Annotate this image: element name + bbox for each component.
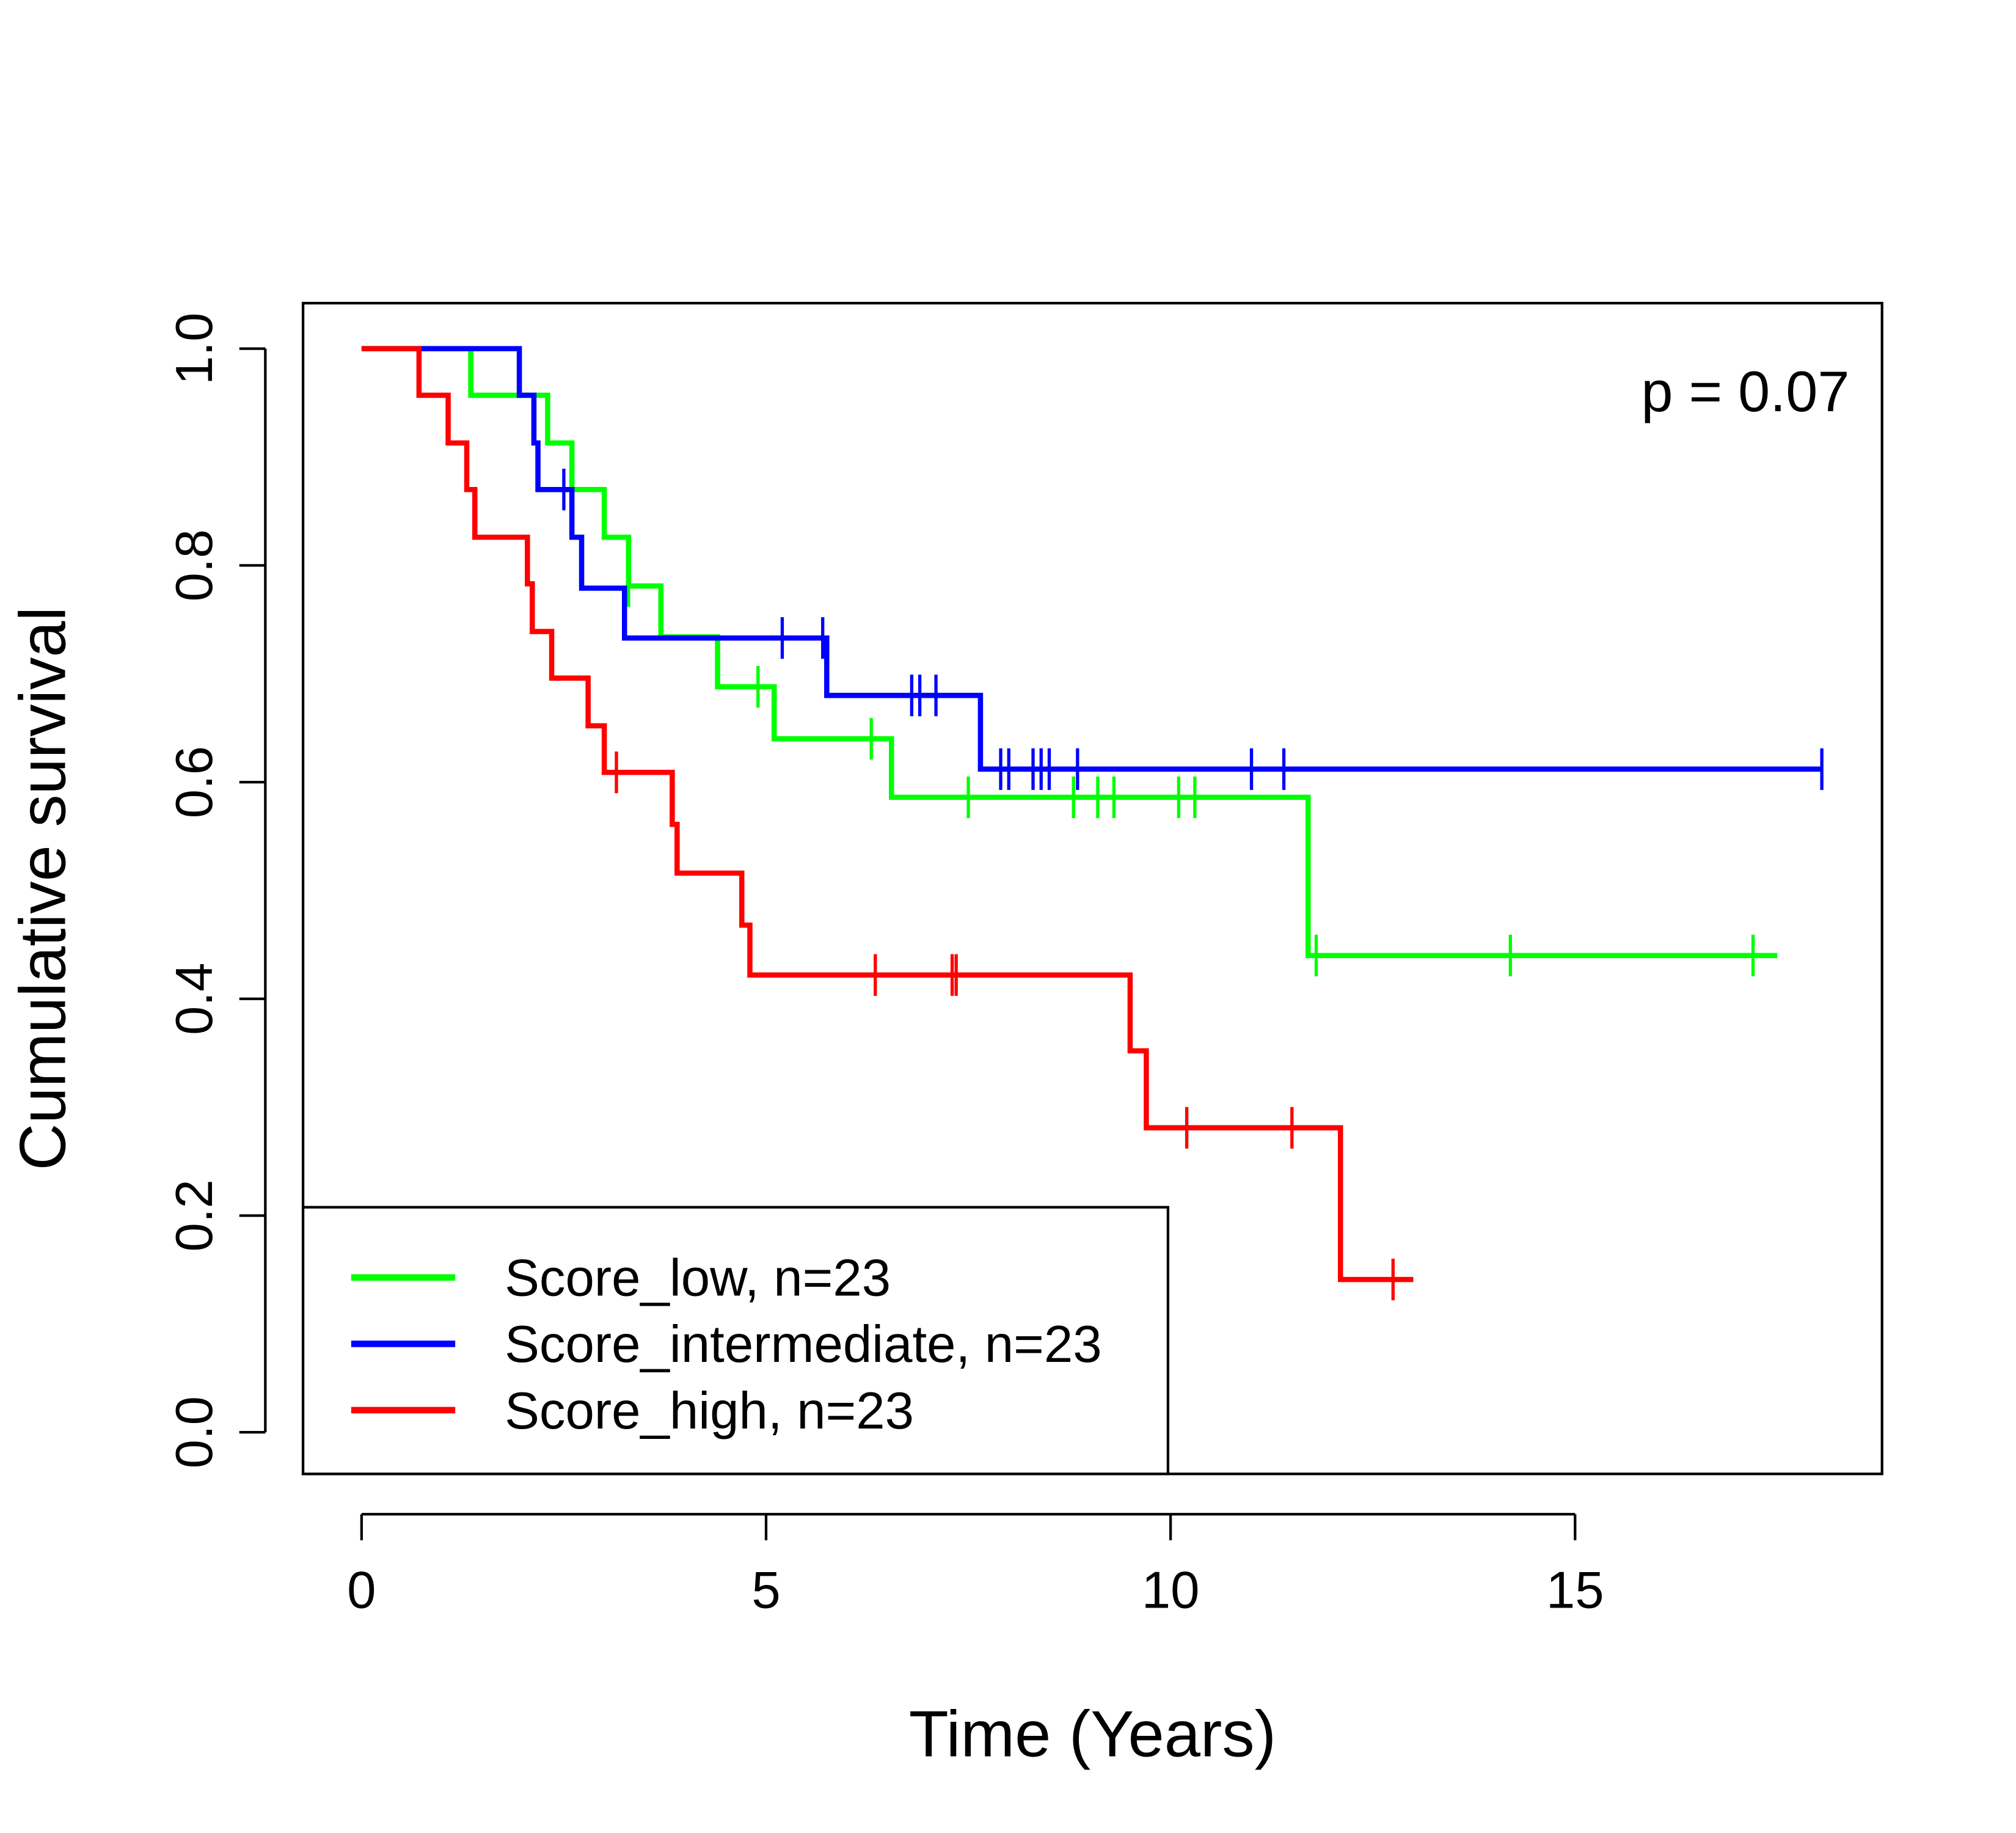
p-value-annotation: p = 0.07 [1641, 359, 1849, 423]
y-tick-label: 0.4 [166, 963, 224, 1035]
survival-curve [361, 346, 1414, 1282]
legend-label: Score_low, n=23 [505, 1249, 891, 1308]
survival-curve [361, 346, 1822, 772]
legend-label: Score_intermediate, n=23 [505, 1315, 1102, 1374]
y-tick-label: 0.0 [166, 1396, 224, 1468]
x-tick-label: 15 [1546, 1562, 1604, 1620]
y-tick-label: 1.0 [166, 312, 224, 384]
y-axis-label: Cumulative survival [6, 607, 79, 1171]
x-tick-label: 0 [347, 1562, 376, 1620]
y-tick-label: 0.6 [166, 746, 224, 818]
y-tick-label: 0.2 [166, 1179, 224, 1251]
legend-label: Score_high, n=23 [505, 1382, 914, 1440]
y-tick-label: 0.8 [166, 529, 224, 601]
x-axis-label: Time (Years) [909, 1697, 1276, 1770]
x-tick-label: 5 [751, 1562, 780, 1620]
series-2 [361, 346, 1414, 1301]
series-0 [361, 346, 1778, 976]
legend: Score_low, n=23 Score_intermediate, n=23 S… [301, 1206, 1169, 1476]
x-tick-label: 10 [1142, 1562, 1200, 1620]
series-1 [361, 346, 1824, 790]
survival-curve [361, 346, 1778, 959]
